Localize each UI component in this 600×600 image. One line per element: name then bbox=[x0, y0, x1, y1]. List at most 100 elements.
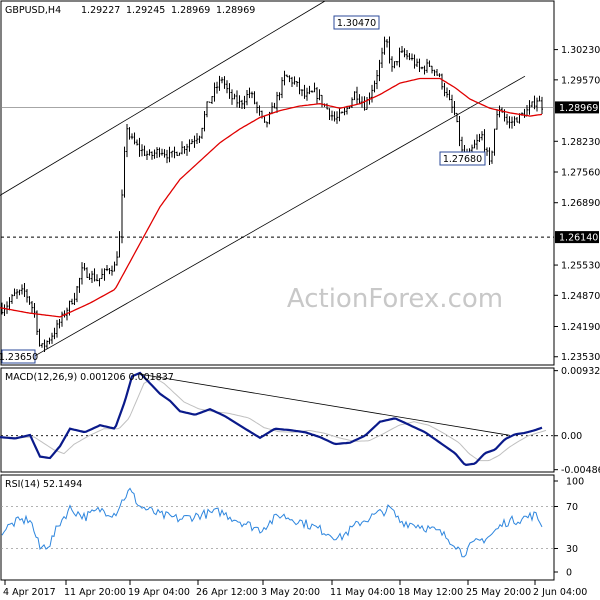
price-bar bbox=[513, 116, 516, 127]
price-bar bbox=[203, 111, 206, 132]
rsi-panel: 100 70 30 0 RSI(14) 52.1494 bbox=[0, 474, 584, 581]
price-bar bbox=[413, 54, 416, 69]
price-bar bbox=[481, 131, 483, 141]
price-bar bbox=[276, 91, 278, 113]
price-bar bbox=[56, 319, 58, 338]
macd-y-ticks: 0.009321 0.00 -0.004866 bbox=[554, 366, 600, 476]
price-bar bbox=[193, 135, 196, 148]
watermark: ActionForex.com bbox=[287, 284, 503, 314]
macd-panel-frame bbox=[0, 367, 555, 473]
price-bar bbox=[436, 68, 438, 76]
price-bar bbox=[386, 38, 388, 48]
price-bar bbox=[243, 95, 246, 109]
price-bar bbox=[51, 332, 53, 344]
price-bar bbox=[91, 270, 93, 283]
price-bar bbox=[236, 90, 238, 108]
price-bar bbox=[156, 147, 158, 158]
price-bar bbox=[178, 152, 181, 156]
price-bar bbox=[448, 90, 451, 101]
price-bar bbox=[228, 83, 231, 99]
price-bar bbox=[266, 121, 268, 128]
price-bar bbox=[253, 91, 256, 105]
price-bar bbox=[491, 150, 493, 164]
price-bar bbox=[313, 82, 316, 93]
price-bar bbox=[538, 95, 541, 102]
price-bar bbox=[43, 339, 46, 353]
current-price-tag: 1.28969 bbox=[555, 101, 599, 114]
price-bar bbox=[223, 76, 226, 89]
price-bar bbox=[431, 65, 433, 74]
price-y-ticks: 1.30230 1.29570 1.28230 1.27560 1.26890 1.255… bbox=[554, 45, 600, 363]
price-bar bbox=[108, 267, 111, 275]
x-tick-label: 3 May 20:00 bbox=[261, 587, 320, 598]
price-bar bbox=[293, 76, 296, 85]
annotation-mid-low-label: 1.27680 bbox=[443, 154, 482, 165]
price-bar bbox=[426, 58, 428, 73]
price-bar bbox=[23, 282, 26, 297]
price-bar bbox=[278, 92, 281, 101]
price-bar bbox=[541, 96, 543, 114]
price-bar bbox=[478, 133, 481, 143]
price-bar bbox=[78, 277, 81, 293]
price-bar bbox=[411, 53, 413, 61]
price-bar bbox=[61, 311, 63, 327]
price-bar bbox=[103, 268, 106, 281]
price-tick-label: 1.27560 bbox=[561, 167, 600, 178]
price-panel-frame bbox=[0, 0, 555, 366]
price-bar bbox=[506, 113, 508, 125]
price-bar bbox=[283, 70, 286, 86]
price-bar bbox=[31, 301, 33, 314]
price-bar bbox=[421, 66, 423, 70]
price-bar bbox=[206, 101, 208, 118]
price-bar bbox=[166, 149, 168, 164]
price-bar bbox=[153, 149, 156, 159]
price-bar bbox=[226, 80, 228, 94]
price-header-high: 1.29245 bbox=[126, 5, 165, 16]
price-bar bbox=[453, 101, 456, 116]
price-bar bbox=[221, 77, 223, 84]
price-bar bbox=[106, 264, 108, 272]
price-bar bbox=[113, 261, 116, 272]
price-bar bbox=[523, 108, 526, 118]
price-bar bbox=[173, 146, 176, 159]
price-bar bbox=[151, 151, 153, 160]
price-bar bbox=[301, 89, 303, 97]
price-bar bbox=[536, 97, 538, 112]
rsi-tick-label: 30 bbox=[566, 544, 578, 555]
price-bar bbox=[138, 137, 141, 157]
price-bar bbox=[531, 101, 533, 108]
price-bar bbox=[338, 108, 341, 122]
price-bar bbox=[488, 147, 491, 165]
price-bar bbox=[408, 52, 411, 61]
rsi-tick-label: 100 bbox=[566, 477, 584, 488]
price-bar bbox=[383, 36, 386, 55]
price-header-open: 1.29227 bbox=[81, 5, 120, 16]
rsi-tick-label: 70 bbox=[566, 502, 578, 513]
price-tick-label: 1.24870 bbox=[561, 291, 600, 302]
price-bar bbox=[316, 87, 318, 105]
price-bar bbox=[476, 134, 478, 150]
price-bar bbox=[198, 135, 201, 143]
price-bar bbox=[163, 149, 166, 158]
price-bar bbox=[121, 189, 123, 244]
price-bar bbox=[428, 60, 431, 68]
price-tick-label: 1.29570 bbox=[561, 75, 600, 86]
price-bar bbox=[296, 81, 298, 87]
price-tick-label: 1.28230 bbox=[561, 137, 600, 148]
price-bar bbox=[116, 251, 118, 266]
price-bar bbox=[251, 91, 253, 99]
rsi-tick-label: 0 bbox=[566, 568, 572, 579]
rsi-panel-frame bbox=[0, 474, 555, 581]
price-bar bbox=[41, 343, 43, 348]
price-tick-label: 1.26890 bbox=[561, 198, 600, 209]
price-tick-label: 1.25530 bbox=[561, 261, 600, 272]
price-bar bbox=[53, 327, 56, 340]
price-bar bbox=[233, 93, 236, 100]
price-bar bbox=[186, 143, 188, 156]
price-bar bbox=[101, 268, 103, 280]
price-bar bbox=[508, 116, 511, 129]
x-axis: 4 Apr 2017 11 Apr 20:00 19 Apr 04:00 26 Apr… bbox=[3, 580, 587, 598]
price-bar bbox=[473, 139, 476, 149]
macd-main-line bbox=[0, 371, 543, 467]
price-bar bbox=[451, 94, 453, 113]
